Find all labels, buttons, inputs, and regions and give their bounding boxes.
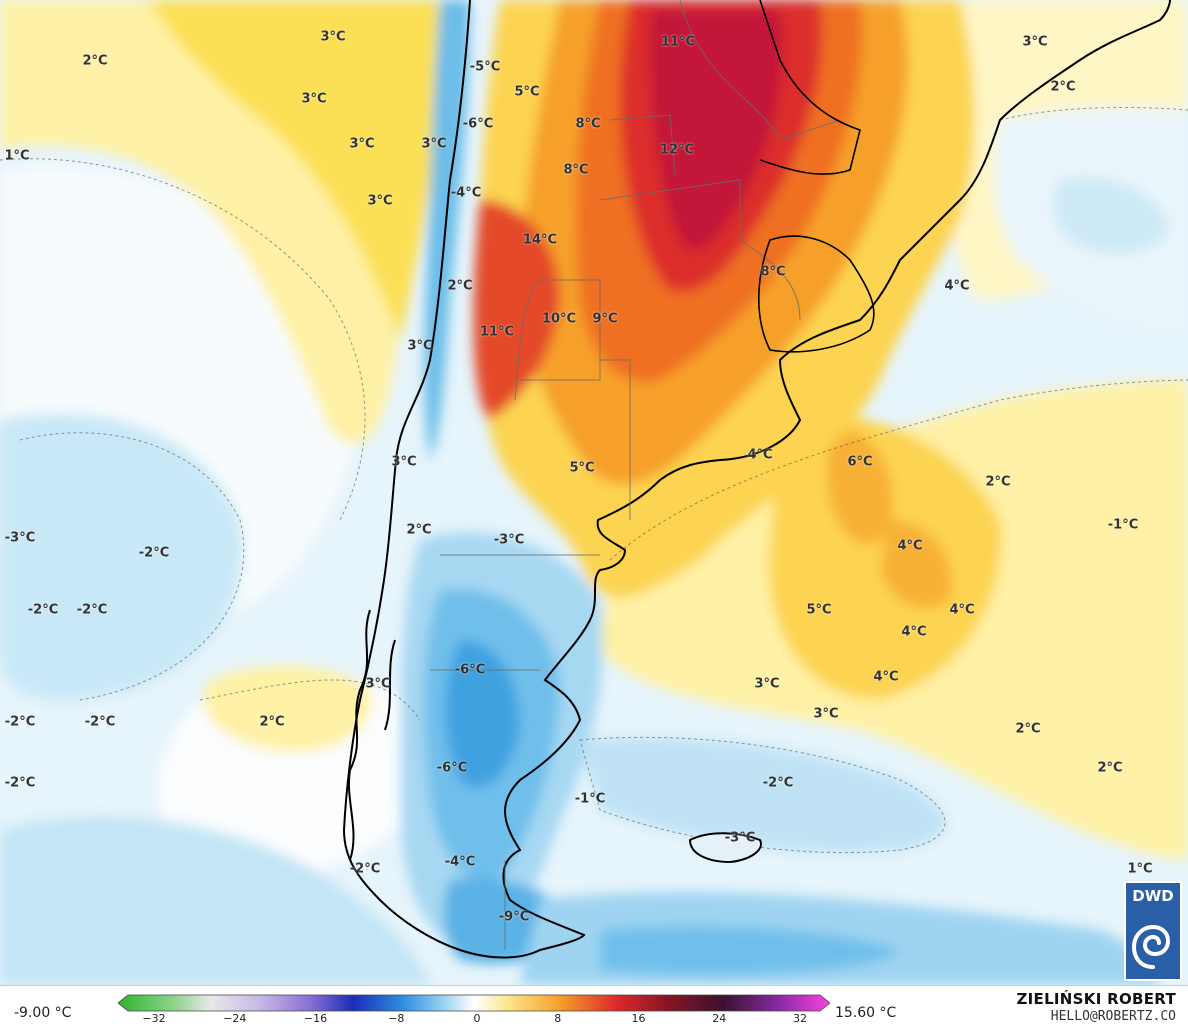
temperature-label: -4°C bbox=[450, 185, 482, 201]
temperature-label: 2°C bbox=[82, 53, 108, 69]
swirl-icon bbox=[1131, 924, 1171, 969]
temperature-label: 12°C bbox=[659, 142, 695, 158]
temperature-label: 2°C bbox=[447, 278, 473, 294]
temperature-label: -6°C bbox=[436, 760, 468, 776]
temperature-label: -2°C bbox=[4, 714, 36, 730]
dwd-logo: DWD bbox=[1124, 881, 1182, 981]
colorbar-tick-label: −24 bbox=[223, 1012, 247, 1025]
legend-footer: -9.00 °C −32 −24 −16− bbox=[0, 985, 1188, 1036]
author-credit: ZIELIŃSKI ROBERT bbox=[1016, 990, 1176, 1008]
temperature-label: -2°C bbox=[138, 545, 170, 561]
temperature-field bbox=[0, 0, 1188, 985]
colorbar-tick-label: −16 bbox=[303, 1012, 328, 1025]
colorbar-tick-label: 16 bbox=[631, 1012, 646, 1025]
falkland-islands bbox=[688, 832, 762, 864]
temperature-label: 3°C bbox=[407, 338, 433, 354]
temperature-label: 2°C bbox=[406, 522, 432, 538]
temperature-label: 3°C bbox=[301, 91, 327, 107]
temperature-label: 14°C bbox=[522, 232, 558, 248]
temperature-label: 4°C bbox=[897, 538, 923, 554]
temperature-label: -6°C bbox=[454, 662, 486, 678]
temperature-label: 10°C bbox=[541, 311, 577, 327]
temperature-label: 3°C bbox=[365, 676, 391, 692]
temperature-map: 3°C 2°C 3°C -5°C 5°C -6°C 8°C 3°C 3°C 8°C 1°C -4°C 3… bbox=[0, 0, 1188, 985]
temperature-label: 3°C bbox=[754, 676, 780, 692]
isotherm-contours bbox=[0, 107, 1188, 854]
colorbar-tick-label: 32 bbox=[793, 1012, 807, 1025]
temperature-label: 4°C bbox=[747, 447, 773, 463]
country-border bbox=[758, 235, 875, 353]
temperature-label: 8°C bbox=[760, 264, 786, 280]
colorbar-tick-label: 24 bbox=[712, 1012, 727, 1025]
temperature-label: 2°C bbox=[985, 474, 1011, 490]
temperature-label: -2°C bbox=[762, 775, 794, 791]
temperature-label: 5°C bbox=[514, 84, 540, 100]
temperature-label: 4°C bbox=[901, 624, 927, 640]
temperature-label: 11°C bbox=[660, 34, 696, 50]
temperature-label: 8°C bbox=[563, 162, 589, 178]
province-borders bbox=[430, 0, 841, 950]
country-border bbox=[759, 0, 861, 175]
temperature-label: -5°C bbox=[469, 59, 501, 75]
temperature-zones bbox=[0, 0, 1188, 985]
temperature-label: 9°C bbox=[592, 311, 618, 327]
temperature-label: 3°C bbox=[320, 29, 346, 45]
temperature-label: 3°C bbox=[1022, 34, 1048, 50]
temperature-label: 8°C bbox=[575, 116, 601, 132]
temperature-label: 2°C bbox=[1050, 79, 1076, 95]
temperature-label: -2°C bbox=[76, 602, 108, 618]
colorbar-tick-label: −8 bbox=[388, 1012, 405, 1025]
chilean-fjords bbox=[348, 609, 396, 861]
colorbar-tick-label: 8 bbox=[554, 1012, 562, 1025]
temperature-label: 3°C bbox=[367, 193, 393, 209]
temperature-label: 4°C bbox=[873, 669, 899, 685]
colorbar-tick-label: −32 bbox=[142, 1012, 166, 1025]
temperature-label: 2°C bbox=[1015, 721, 1041, 737]
temperature-label: -6°C bbox=[462, 116, 494, 132]
temperature-label: 3°C bbox=[349, 136, 375, 152]
colorbar-tick-label: 0 bbox=[473, 1012, 481, 1025]
temperature-label: 1°C bbox=[4, 148, 30, 164]
temperature-label: 2°C bbox=[259, 714, 285, 730]
temperature-label: -2°C bbox=[4, 775, 36, 791]
temperature-label: 5°C bbox=[569, 460, 595, 476]
temperature-label: 11°C bbox=[479, 324, 515, 340]
colorbar bbox=[118, 994, 830, 1012]
coastline bbox=[342, 0, 1171, 959]
temperature-label: -9°C bbox=[498, 909, 530, 925]
temperature-label: -2°C bbox=[84, 714, 116, 730]
temperature-label: 5°C bbox=[806, 602, 832, 618]
dwd-logo-text: DWD bbox=[1132, 887, 1174, 905]
legend-max: 15.60 °C bbox=[835, 1005, 897, 1021]
temperature-label: 4°C bbox=[944, 278, 970, 294]
legend-min: -9.00 °C bbox=[14, 1005, 72, 1021]
temperature-label: -2°C bbox=[27, 602, 59, 618]
temperature-label: 3°C bbox=[421, 136, 447, 152]
temperature-label: 1°C bbox=[1127, 861, 1153, 877]
temperature-label: -2°C bbox=[349, 861, 381, 877]
temperature-label: 6°C bbox=[847, 454, 873, 470]
author-contact: HELLO@ROBERTZ.CO bbox=[1050, 1009, 1176, 1024]
temperature-label: 4°C bbox=[949, 602, 975, 618]
temperature-label: -3°C bbox=[724, 830, 756, 846]
temperature-label: 3°C bbox=[813, 706, 839, 722]
temperature-label: 3°C bbox=[391, 454, 417, 470]
temperature-label: -3°C bbox=[4, 530, 36, 546]
temperature-label: -3°C bbox=[493, 532, 525, 548]
temperature-label: -1°C bbox=[574, 791, 606, 807]
temperature-label: -4°C bbox=[444, 854, 476, 870]
temperature-label: -1°C bbox=[1107, 517, 1139, 533]
temperature-label: 2°C bbox=[1097, 760, 1123, 776]
